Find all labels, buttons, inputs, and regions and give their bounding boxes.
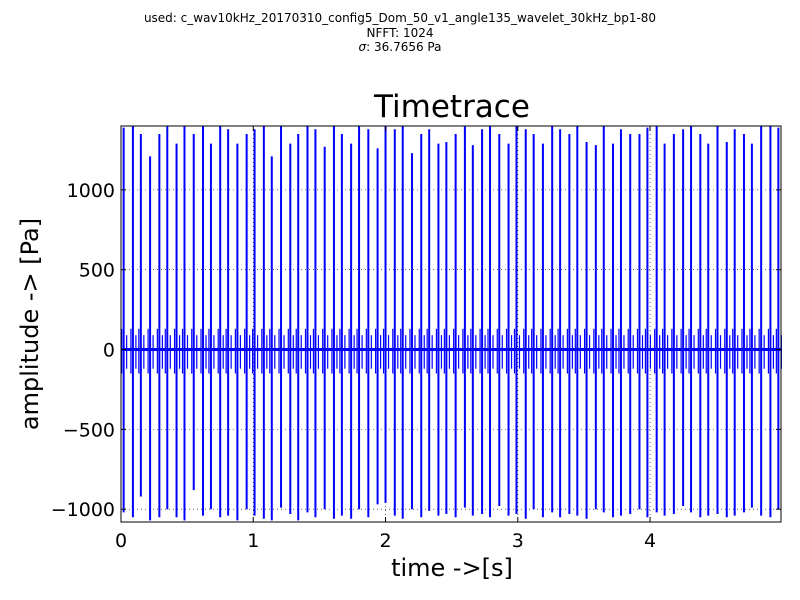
plot-frame [120,125,782,523]
x-tick-label: 2 [379,530,391,552]
y-tick-label: −1000 [51,499,115,521]
x-tick-label: 0 [115,530,127,552]
sigma-symbol: σ [358,40,367,54]
y-tick-label: 0 [103,340,115,362]
chart-title: Timetrace [373,89,530,125]
x-axis-label: time ->[s] [391,554,513,582]
y-tick-label: 500 [79,260,115,282]
x-tick-label: 4 [644,530,656,552]
x-tick-label: 3 [512,530,524,552]
header-used-file: used: c_wav10kHz_20170310_config5_Dom_50… [143,11,657,25]
data-series [121,126,782,521]
axis-ticks: 0 1 2 3 4 −1000 −500 0 500 1000 [51,126,781,552]
y-axis-label: amplitude -> [Pa] [16,218,44,430]
y-tick-label: −500 [63,419,115,441]
header-nfft: NFFT: 1024 [366,26,434,40]
y-tick-label: 1000 [67,180,115,202]
header-sigma: σ: 36.7656 Pa [0,40,800,54]
x-tick-label: 1 [247,530,259,552]
header-sigma-text: : 36.7656 Pa [366,40,442,54]
